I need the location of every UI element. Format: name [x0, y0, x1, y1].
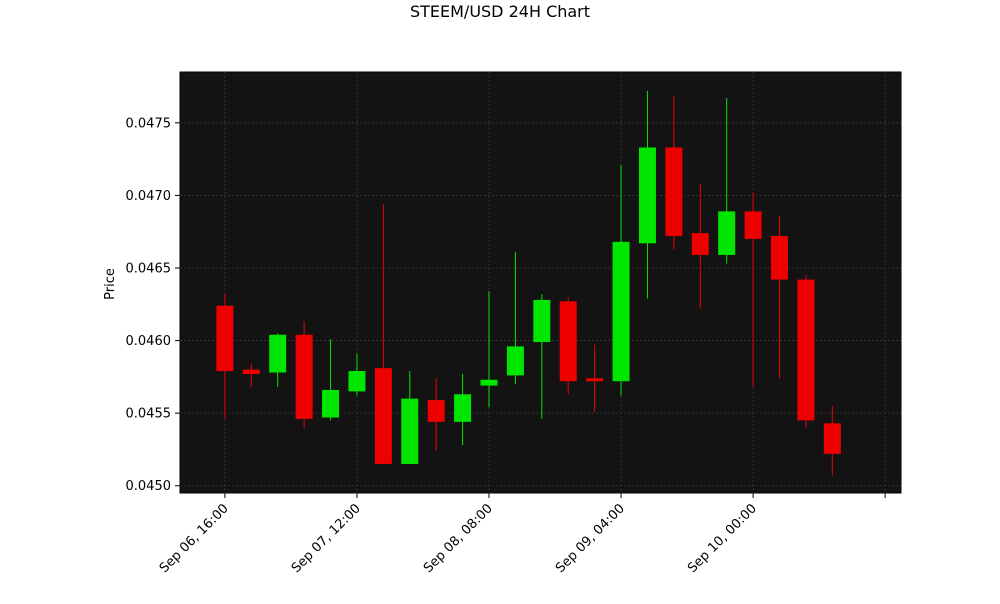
candle — [216, 294, 234, 419]
candle-body — [559, 301, 577, 382]
candle — [612, 164, 630, 396]
candle-body — [506, 346, 524, 376]
candle — [454, 373, 472, 446]
candle-body — [295, 334, 313, 419]
candle — [480, 291, 498, 408]
candle — [374, 204, 392, 464]
x-tick-label: Sep 07, 12:00 — [289, 501, 364, 576]
candle — [295, 321, 313, 428]
plot-area — [179, 71, 902, 494]
candle-body — [401, 398, 419, 464]
candle — [506, 252, 524, 385]
candle — [533, 294, 551, 419]
candle — [744, 192, 762, 388]
x-tick-label: Sep 10, 00:00 — [685, 501, 760, 576]
candle-body — [797, 279, 815, 421]
candle-body — [427, 400, 445, 422]
y-tick-label: 0.0450 — [126, 479, 172, 494]
candle-body — [322, 389, 340, 418]
y-tick-label: 0.0470 — [126, 189, 172, 204]
candle-body — [823, 423, 841, 454]
candle — [559, 297, 577, 395]
candle-body — [612, 241, 630, 382]
candle — [427, 378, 445, 451]
candle-body — [691, 233, 709, 255]
y-tick-label: 0.0475 — [126, 116, 172, 131]
candle-body — [533, 299, 551, 343]
y-tick-label: 0.0460 — [126, 334, 172, 349]
candle-body — [638, 147, 656, 244]
candle-body — [216, 305, 234, 372]
candles — [216, 90, 841, 476]
y-tick-label: 0.0455 — [126, 407, 172, 422]
candle-body — [586, 378, 604, 382]
candle-body — [348, 371, 366, 392]
candle — [401, 371, 419, 464]
x-tick-label: Sep 09, 04:00 — [553, 501, 628, 576]
candle — [242, 363, 260, 388]
x-tick-label: Sep 06, 16:00 — [157, 501, 232, 576]
chart-title: STEEM/USD 24H Chart — [410, 2, 590, 21]
candle — [269, 333, 287, 388]
candle — [718, 98, 736, 264]
candle — [586, 344, 604, 412]
y-tick-label: 0.0465 — [126, 261, 172, 276]
candle — [665, 96, 683, 250]
candle-body — [744, 211, 762, 239]
candle-body — [454, 394, 472, 422]
x-tick-label: Sep 08, 08:00 — [421, 501, 496, 576]
candle-body — [718, 211, 736, 255]
candle-body — [771, 236, 789, 280]
candle-body — [242, 369, 260, 374]
candle-body — [269, 334, 287, 373]
candle — [691, 183, 709, 309]
candle — [771, 215, 789, 379]
candle-body — [480, 379, 498, 386]
candle — [797, 275, 815, 428]
candle — [823, 405, 841, 476]
candle — [322, 339, 340, 421]
candle — [348, 353, 366, 396]
y-axis-label: Price — [103, 268, 118, 300]
candle-body — [374, 368, 392, 464]
candle-body — [665, 147, 683, 237]
candle — [638, 90, 656, 299]
